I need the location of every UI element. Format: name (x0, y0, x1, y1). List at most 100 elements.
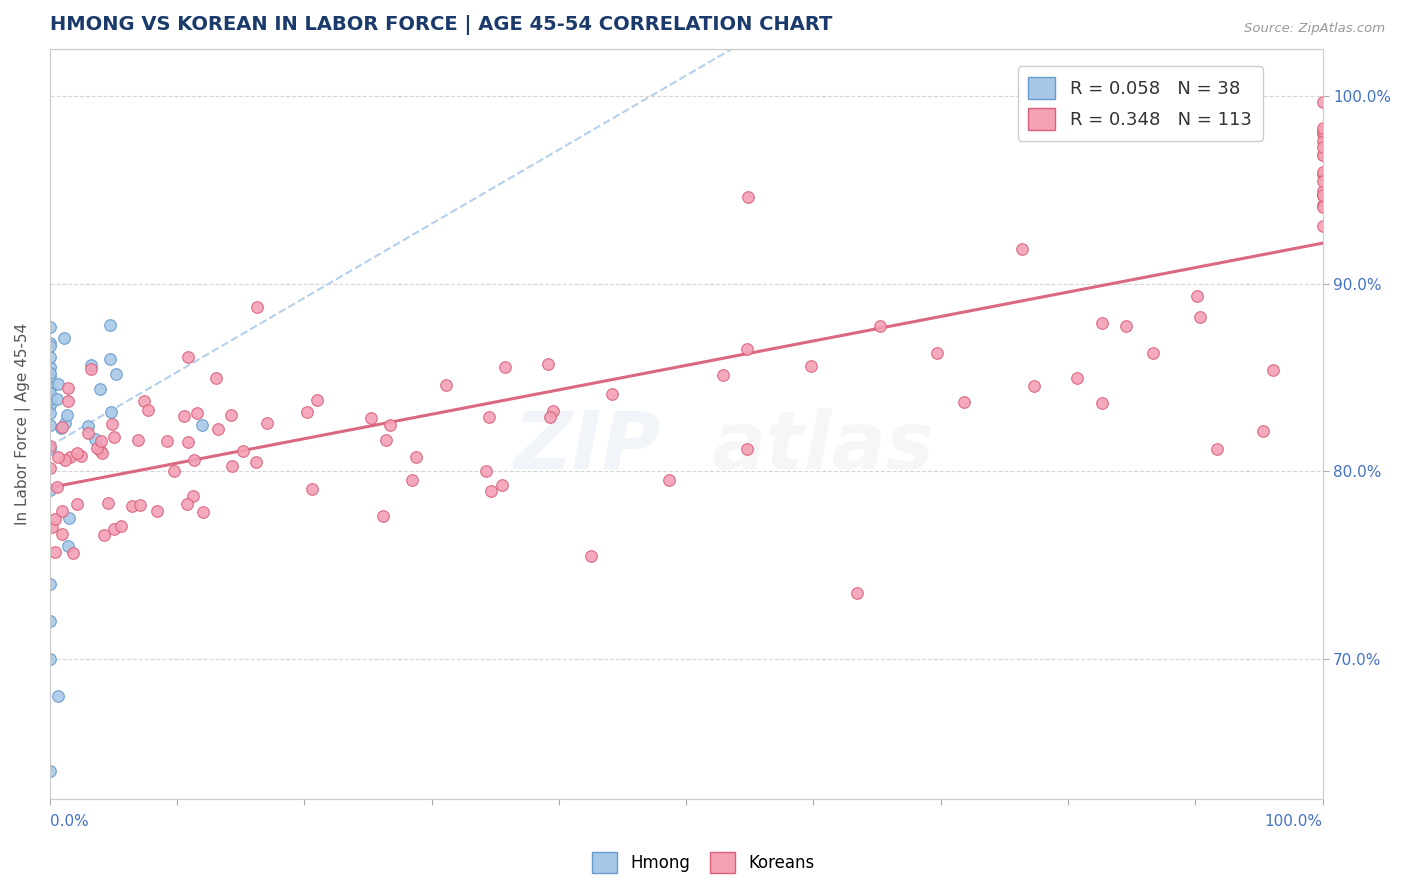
Point (80, 362, 103, 376)
Point (132, 393, 155, 408)
Point (38, 381, 60, 395)
Point (55, 416, 77, 430)
Point (1066, 370, 1088, 384)
Point (44, 512, 66, 526)
Point (77, 425, 100, 440)
Point (219, 408, 242, 422)
Point (305, 393, 328, 408)
Point (1261, 363, 1284, 377)
Point (301, 482, 323, 496)
Point (1312, 124, 1334, 138)
Point (38, 614, 60, 628)
Point (98, 318, 121, 332)
Point (1312, 174, 1334, 188)
Point (39, 439, 62, 453)
Text: HMONG VS KOREAN IN LABOR FORCE | AGE 45-54 CORRELATION CHART: HMONG VS KOREAN IN LABOR FORCE | AGE 45-… (49, 15, 832, 35)
Point (176, 497, 198, 511)
Point (1091, 396, 1114, 410)
Point (1188, 310, 1211, 324)
Point (38, 417, 60, 432)
Point (52, 331, 75, 345)
Point (1312, 198, 1334, 212)
Point (1312, 148, 1334, 162)
Point (434, 378, 457, 392)
Point (735, 343, 758, 357)
Point (38, 395, 60, 409)
Point (38, 483, 60, 497)
Point (232, 443, 254, 458)
Text: 0.0%: 0.0% (49, 814, 89, 830)
Point (51, 504, 73, 518)
Point (541, 404, 564, 418)
Point (103, 430, 125, 444)
Point (1115, 319, 1137, 334)
Point (41, 519, 63, 533)
Point (173, 409, 195, 423)
Point (177, 351, 200, 365)
Point (38, 392, 60, 407)
Point (1312, 167, 1334, 181)
Point (58, 511, 80, 525)
Point (658, 473, 681, 487)
Point (1024, 379, 1046, 393)
Point (90, 434, 112, 448)
Point (65, 497, 87, 511)
Point (1312, 187, 1334, 202)
Point (80, 359, 103, 373)
Point (846, 586, 869, 600)
Point (1312, 200, 1334, 214)
Point (38, 442, 60, 456)
Point (177, 435, 200, 450)
Point (579, 549, 602, 563)
Text: 100.0%: 100.0% (1264, 814, 1323, 830)
Point (1312, 134, 1334, 148)
Point (146, 504, 169, 518)
Point (103, 523, 125, 537)
Point (193, 504, 215, 518)
Point (136, 403, 159, 417)
Point (952, 395, 974, 409)
Point (46, 377, 69, 392)
Point (58, 393, 80, 408)
Point (373, 509, 395, 524)
Point (100, 417, 122, 431)
Point (38, 320, 60, 334)
Point (86, 441, 108, 455)
Point (1205, 442, 1227, 456)
Point (127, 434, 149, 448)
Point (38, 339, 60, 353)
Point (93, 528, 115, 542)
Point (49, 421, 72, 435)
Point (38, 576, 60, 591)
Point (38, 651, 60, 665)
Point (256, 417, 278, 431)
Point (869, 318, 891, 333)
Point (90, 445, 112, 459)
Point (38, 386, 60, 401)
Point (38, 360, 60, 375)
Point (121, 499, 143, 513)
Point (374, 434, 396, 448)
Point (66, 446, 89, 460)
Point (1142, 346, 1164, 360)
Point (191, 417, 214, 432)
Point (59, 450, 82, 465)
Point (69, 449, 91, 463)
Point (360, 410, 382, 425)
Point (89, 443, 111, 458)
Point (183, 453, 205, 467)
Point (84, 433, 107, 447)
Point (98, 352, 121, 367)
Point (46, 689, 69, 703)
Point (56, 381, 79, 395)
Point (401, 473, 423, 487)
Y-axis label: In Labor Force | Age 45-54: In Labor Force | Age 45-54 (15, 323, 31, 525)
Point (38, 398, 60, 412)
Point (1251, 424, 1274, 438)
Point (62, 546, 84, 560)
Point (494, 360, 516, 375)
Point (1011, 243, 1033, 257)
Text: atlas: atlas (711, 408, 935, 486)
Point (1312, 184, 1334, 198)
Point (181, 489, 204, 503)
